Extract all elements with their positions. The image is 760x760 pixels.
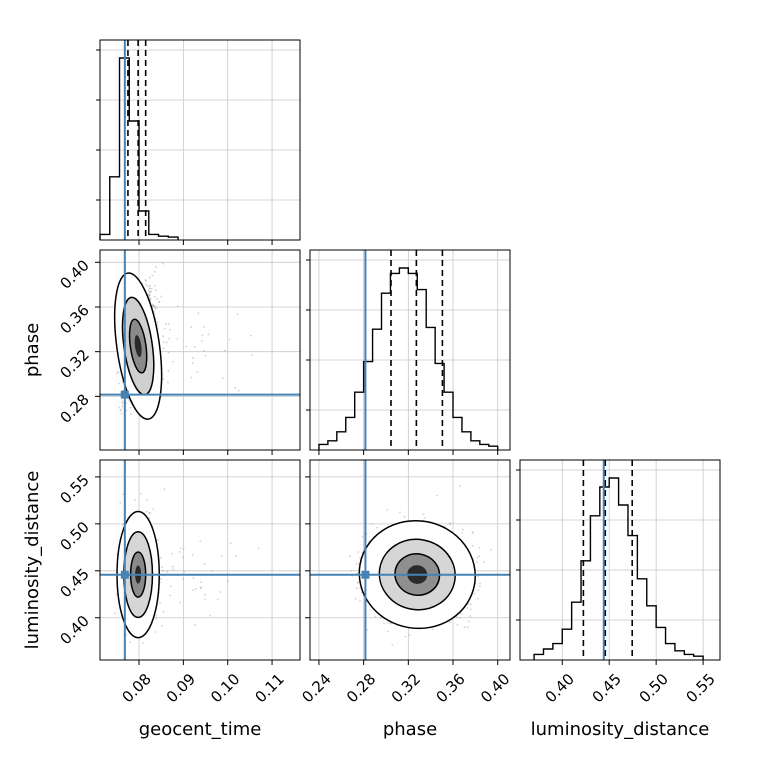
histogram-step	[99, 57, 179, 240]
truth-marker	[120, 570, 129, 579]
density-contour	[378, 538, 456, 611]
y-label-luminosity-distance: luminosity_distance	[22, 471, 43, 650]
histogram-step	[533, 477, 704, 660]
density-fill	[134, 335, 142, 358]
panel-phase-vs-geocent-time: 0.280.320.360.40	[56, 249, 301, 455]
axes-frame	[99, 459, 301, 661]
scatter-points	[113, 262, 253, 420]
histogram-step	[318, 267, 499, 450]
y-label-phase: phase	[22, 323, 43, 377]
truth-marker	[361, 570, 370, 579]
density-contour	[358, 519, 476, 630]
panel-phase	[306, 249, 511, 455]
axes-frame	[99, 249, 301, 451]
density-contour	[128, 318, 148, 374]
truth-marker	[120, 390, 129, 399]
x-label-luminosity-distance: luminosity_distance	[531, 719, 710, 740]
x-label-geocent-time: geocent_time	[139, 719, 262, 740]
axes-frame	[519, 459, 721, 661]
density-contour	[394, 553, 441, 597]
axes-frame	[309, 459, 511, 661]
x-label-phase: phase	[383, 719, 437, 740]
panel-geocent-time	[96, 39, 301, 245]
axes-frame	[309, 249, 511, 451]
density-contour	[113, 272, 163, 420]
axes-frame	[99, 39, 301, 241]
